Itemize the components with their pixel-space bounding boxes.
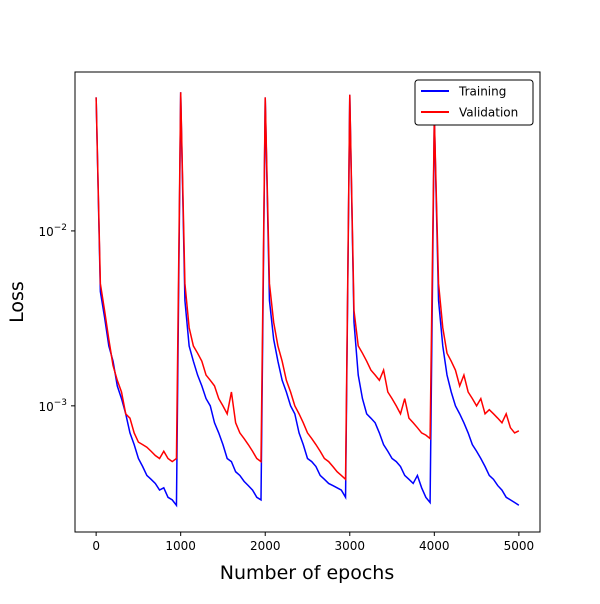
y-tick-label: 10−2 xyxy=(38,223,67,239)
y-axis-label: Loss xyxy=(6,281,28,323)
x-tick-label: 3000 xyxy=(334,539,365,553)
x-axis-label: Number of epochs xyxy=(220,562,394,584)
series-line xyxy=(95,92,520,508)
x-tick-label: 5000 xyxy=(504,539,535,553)
y-tick-label: 10−3 xyxy=(38,398,67,414)
x-tick-label: 4000 xyxy=(419,539,450,553)
x-tick-label: 0 xyxy=(92,539,100,553)
x-tick-label: 2000 xyxy=(250,539,281,553)
x-tick-label: 1000 xyxy=(165,539,196,553)
legend-label: Validation xyxy=(459,106,518,120)
plot-frame xyxy=(74,71,541,533)
series-line xyxy=(95,92,520,482)
legend-label: Training xyxy=(458,85,506,99)
